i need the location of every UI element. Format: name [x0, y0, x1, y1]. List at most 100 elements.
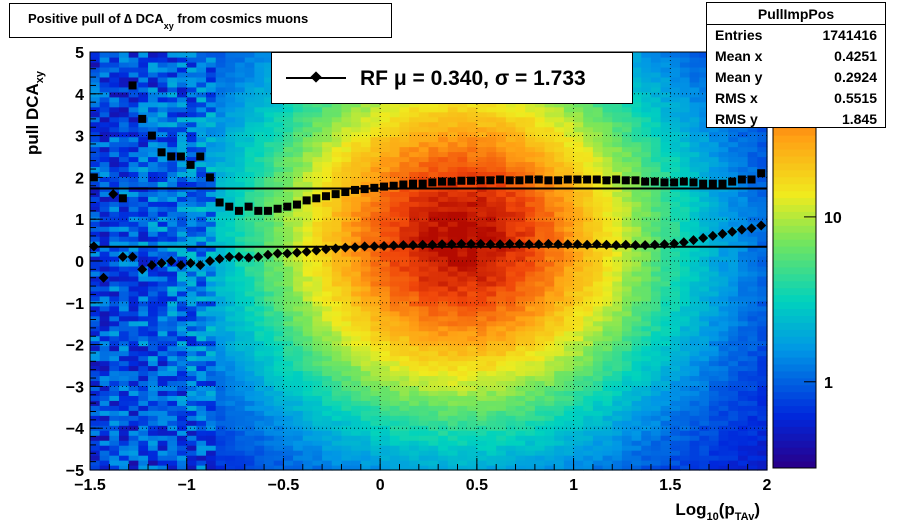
profile-markers — [88, 81, 767, 283]
diamond-marker — [572, 239, 583, 250]
square-marker — [728, 177, 737, 186]
diamond-marker — [243, 252, 254, 263]
stats-row: Mean x 0.4251 — [715, 48, 877, 64]
x-tick-label: 1.5 — [659, 477, 681, 494]
square-marker — [573, 175, 582, 184]
diamond-marker — [456, 238, 467, 249]
square-marker — [650, 177, 659, 186]
y-tick-label: −1 — [66, 296, 84, 313]
square-marker — [476, 176, 485, 185]
square-marker — [215, 198, 224, 207]
square-marker — [486, 176, 495, 185]
diamond-marker — [475, 238, 486, 249]
diamond-marker — [185, 258, 196, 269]
diamond-marker — [340, 242, 351, 253]
square-marker — [641, 177, 650, 186]
legend-text: RF μ = 0.340, σ = 1.733 — [360, 67, 586, 90]
square-marker — [205, 173, 214, 182]
square-marker — [380, 182, 389, 191]
square-marker — [438, 177, 447, 186]
stats-title: PullImpPos — [707, 3, 885, 25]
diamond-marker — [524, 239, 535, 250]
square-marker — [254, 206, 263, 215]
diamond-marker — [388, 240, 399, 251]
diamond-marker — [262, 249, 273, 260]
square-marker — [128, 81, 137, 90]
square-marker — [737, 175, 746, 184]
square-marker — [283, 202, 292, 211]
square-marker — [718, 179, 727, 188]
diamond-marker — [427, 239, 438, 250]
y-tick-label: 5 — [75, 45, 84, 62]
z-tick-label: 10 — [824, 210, 842, 227]
square-marker — [554, 176, 563, 185]
square-marker — [525, 175, 534, 184]
diamond-marker — [224, 251, 235, 262]
square-marker — [167, 152, 176, 161]
square-marker — [350, 185, 359, 194]
diamond-marker — [98, 272, 109, 283]
diamond-marker — [330, 243, 341, 254]
diamond-marker — [746, 223, 757, 234]
square-marker — [225, 202, 234, 211]
diamond-marker — [359, 241, 370, 252]
y-tick-label: −2 — [66, 338, 84, 355]
diamond-marker — [214, 253, 225, 264]
diamond-marker — [504, 238, 515, 249]
y-tick-label: −5 — [66, 463, 84, 480]
x-tick-label: −1.5 — [74, 477, 106, 494]
diamond-marker — [117, 251, 128, 262]
square-marker — [563, 175, 572, 184]
y-axis-label: pull DCAxy — [23, 70, 46, 155]
square-marker — [428, 178, 437, 187]
square-marker — [670, 178, 679, 187]
square-marker — [157, 148, 166, 157]
diamond-marker — [398, 240, 409, 251]
diamond-marker-icon — [310, 71, 322, 83]
y-tick-label: 0 — [75, 254, 84, 271]
x-axis-label: Log10(pTAv) — [675, 500, 760, 522]
diamond-marker — [88, 241, 99, 252]
square-marker — [273, 204, 282, 213]
square-marker — [467, 176, 476, 185]
square-marker — [370, 183, 379, 192]
diamond-marker — [717, 228, 728, 239]
diamond-marker — [166, 256, 177, 266]
square-marker — [708, 179, 717, 188]
square-marker — [263, 206, 272, 215]
chart-title-box: Positive pull of ∆ DCAxy from cosmics mu… — [9, 3, 392, 38]
square-marker — [679, 177, 688, 186]
diamond-marker — [485, 239, 496, 250]
square-marker — [138, 114, 147, 123]
square-marker — [331, 190, 340, 199]
diamond-marker — [649, 239, 660, 250]
diamond-marker — [736, 224, 747, 235]
diamond-marker — [466, 238, 477, 249]
diamond-marker — [582, 239, 593, 250]
z-tick-label: 1 — [824, 375, 833, 392]
square-marker — [612, 175, 621, 184]
square-marker — [302, 196, 311, 205]
diamond-marker — [253, 251, 264, 262]
diamond-marker — [553, 239, 564, 250]
diamond-marker — [562, 239, 573, 250]
y-tick-label: −4 — [66, 421, 84, 438]
stats-row: RMS x 0.5515 — [715, 90, 877, 106]
diamond-marker — [630, 240, 641, 251]
diamond-marker — [437, 239, 448, 250]
diamond-marker — [195, 260, 206, 271]
diamond-marker — [543, 238, 554, 249]
square-marker — [447, 177, 456, 186]
square-marker — [457, 176, 466, 185]
diamond-marker — [417, 239, 428, 250]
diamond-marker — [146, 260, 157, 271]
diamond-marker — [591, 239, 602, 250]
diamond-marker — [756, 220, 767, 231]
diamond-marker — [311, 245, 322, 256]
diamond-marker — [533, 239, 544, 250]
square-marker — [757, 169, 766, 178]
square-marker — [689, 178, 698, 187]
square-marker — [699, 179, 708, 188]
diamond-marker — [408, 240, 419, 251]
square-marker — [321, 192, 330, 201]
